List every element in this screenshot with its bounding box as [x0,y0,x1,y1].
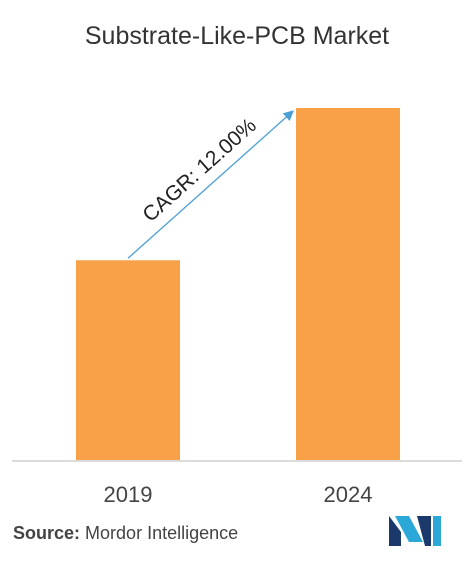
mordor-intelligence-logo-icon [389,516,441,546]
cagr-arrow [127,110,294,259]
source-text: Mordor Intelligence [85,523,239,543]
bar-2019 [76,260,180,460]
x-tick-label-2024: 2024 [324,482,373,507]
chart-title: Substrate-Like-PCB Market [84,22,390,50]
source-line: Source: Mordor Intelligence [13,523,238,544]
cagr-annotation: CAGR: 12.00% [138,114,260,227]
x-tick-label-2019: 2019 [104,482,153,507]
source-label: Source: [13,523,81,543]
bar-2024 [296,108,400,460]
